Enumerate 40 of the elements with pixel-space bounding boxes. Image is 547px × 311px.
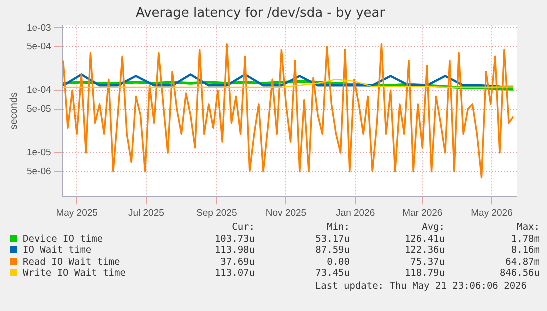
x-tick-label: Sep 2025 — [196, 208, 238, 219]
text: 87.59u — [314, 245, 350, 256]
x-tick-label: Mar 2026 — [402, 208, 443, 219]
text: 103.73u — [214, 234, 255, 245]
legend-label: Read IO Wait time — [22, 256, 122, 268]
legend-label: Write IO Wait time — [22, 268, 127, 280]
text: 37.69u — [220, 256, 255, 268]
x-tick-label: Jul 2025 — [128, 208, 164, 219]
text: Cur: — [231, 222, 255, 234]
legend-label: Device IO time — [22, 234, 104, 245]
text: 113.98u — [214, 245, 255, 256]
text: Min: — [326, 222, 350, 234]
text: 53.17u — [314, 234, 350, 245]
y-tick-label: 1e-05 — [26, 148, 52, 159]
text: 118.79u — [404, 268, 445, 280]
text: Last update: Thu May 21 23:06:06 2026 — [315, 281, 527, 292]
chart-title: Average latency for /dev/sda - by year — [136, 6, 386, 22]
text: 73.45u — [314, 268, 350, 280]
text: 0.00 — [326, 256, 350, 268]
text: 113.07u — [214, 268, 255, 280]
legend-label: IO Wait time — [22, 245, 93, 256]
text: 64.87m — [504, 256, 540, 268]
x-tick-label: May 2025 — [56, 208, 98, 219]
text: 75.37u — [410, 256, 445, 268]
y-tick-label: 1e-03 — [26, 22, 52, 34]
text: 126.41u — [404, 234, 445, 245]
x-tick-label: May 2026 — [471, 208, 513, 219]
text: 8.16m — [510, 245, 540, 256]
y-tick-label: 5e-05 — [26, 104, 52, 115]
y-tick-label: 5e-06 — [26, 166, 52, 178]
x-tick-label: Nov 2025 — [266, 208, 307, 219]
text: 1.78m — [510, 234, 540, 245]
text: Avg: — [421, 222, 445, 234]
x-tick-label: Jan 2026 — [336, 208, 376, 219]
text: 122.36u — [404, 245, 445, 256]
text: 846.56u — [498, 268, 540, 280]
y-axis-title: seconds — [8, 92, 20, 130]
text: Max: — [516, 222, 540, 234]
y-tick-label: 5e-04 — [26, 42, 52, 53]
y-tick-label: 1e-04 — [26, 85, 52, 96]
